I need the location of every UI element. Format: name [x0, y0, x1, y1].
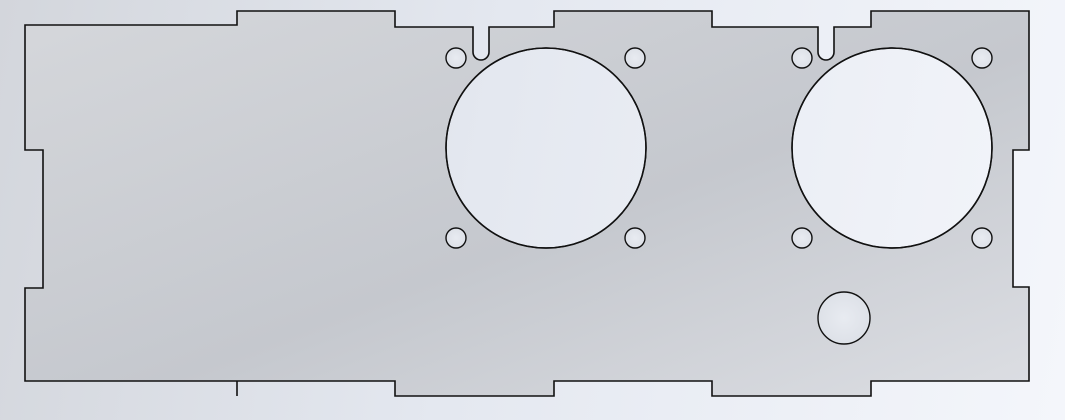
cable-hole: [817, 291, 871, 345]
fan-right-mount-hole-top-right: [971, 47, 993, 69]
fan-left-cutout[interactable]: [445, 47, 647, 249]
fan-right-mount-hole-bottom-right: [971, 227, 993, 249]
fan-left-mount-hole-top-left: [445, 47, 467, 69]
fan-right-mount-hole-top-left: [791, 47, 813, 69]
fan-left-mount-hole-top-right: [624, 47, 646, 69]
fan-left-mount-hole-bottom-right: [624, 227, 646, 249]
fan-right-mount-hole-bottom-left: [791, 227, 813, 249]
fan-right-cutout[interactable]: [791, 47, 993, 249]
plate-outline[interactable]: [24, 10, 1030, 397]
fan-left-mount-hole-bottom-left: [445, 227, 467, 249]
